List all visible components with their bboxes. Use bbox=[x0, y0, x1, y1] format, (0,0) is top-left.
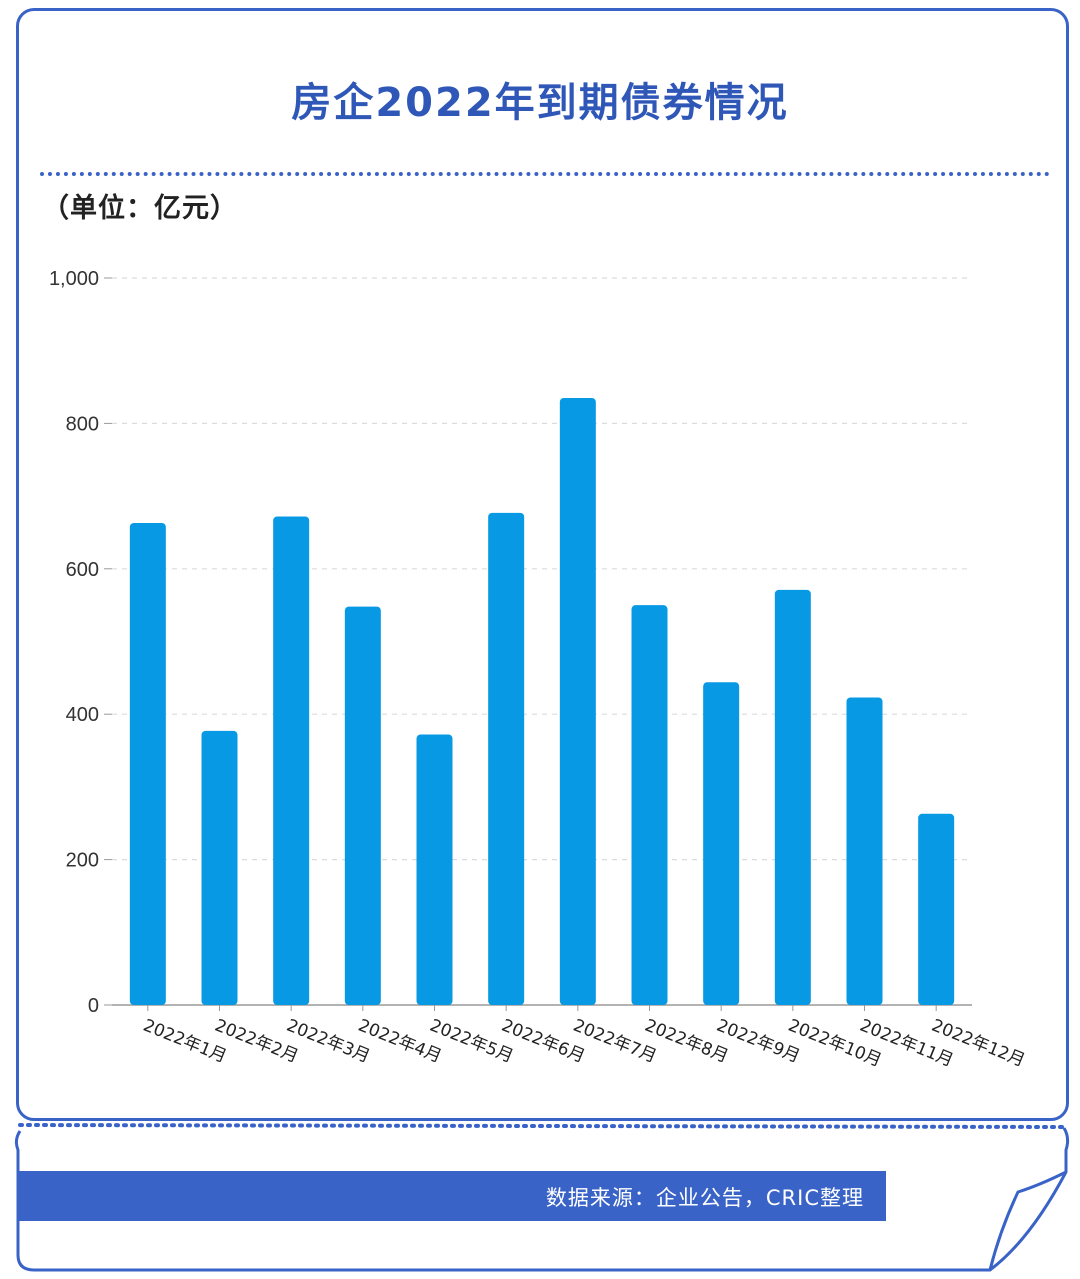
page-title: 房企2022年到期债券情况 bbox=[291, 80, 789, 126]
bar bbox=[201, 730, 238, 1005]
y-tick-label: 200 bbox=[66, 850, 99, 872]
bar bbox=[273, 516, 310, 1005]
source-band: 数据来源：企业公告，CRIC整理 bbox=[18, 1171, 886, 1221]
y-tick-label: 0 bbox=[88, 995, 99, 1017]
bar bbox=[703, 682, 740, 1005]
bar bbox=[918, 813, 955, 1005]
bar bbox=[559, 397, 596, 1006]
source-text: 数据来源：企业公告，CRIC整理 bbox=[545, 1186, 864, 1210]
bar bbox=[631, 605, 668, 1005]
bar bbox=[416, 734, 453, 1005]
bar bbox=[488, 512, 525, 1005]
bar bbox=[774, 589, 811, 1005]
y-tick-label: 800 bbox=[66, 413, 99, 435]
unit-label: （单位：亿元） bbox=[42, 193, 238, 224]
bar bbox=[846, 697, 883, 1005]
title-divider bbox=[40, 172, 1050, 176]
y-tick-label: 600 bbox=[66, 559, 99, 581]
y-tick-label: 1,000 bbox=[49, 268, 99, 290]
y-tick-label: 400 bbox=[66, 704, 99, 726]
bar bbox=[344, 606, 381, 1005]
bar bbox=[129, 522, 166, 1005]
chart-card bbox=[16, 8, 1069, 1121]
